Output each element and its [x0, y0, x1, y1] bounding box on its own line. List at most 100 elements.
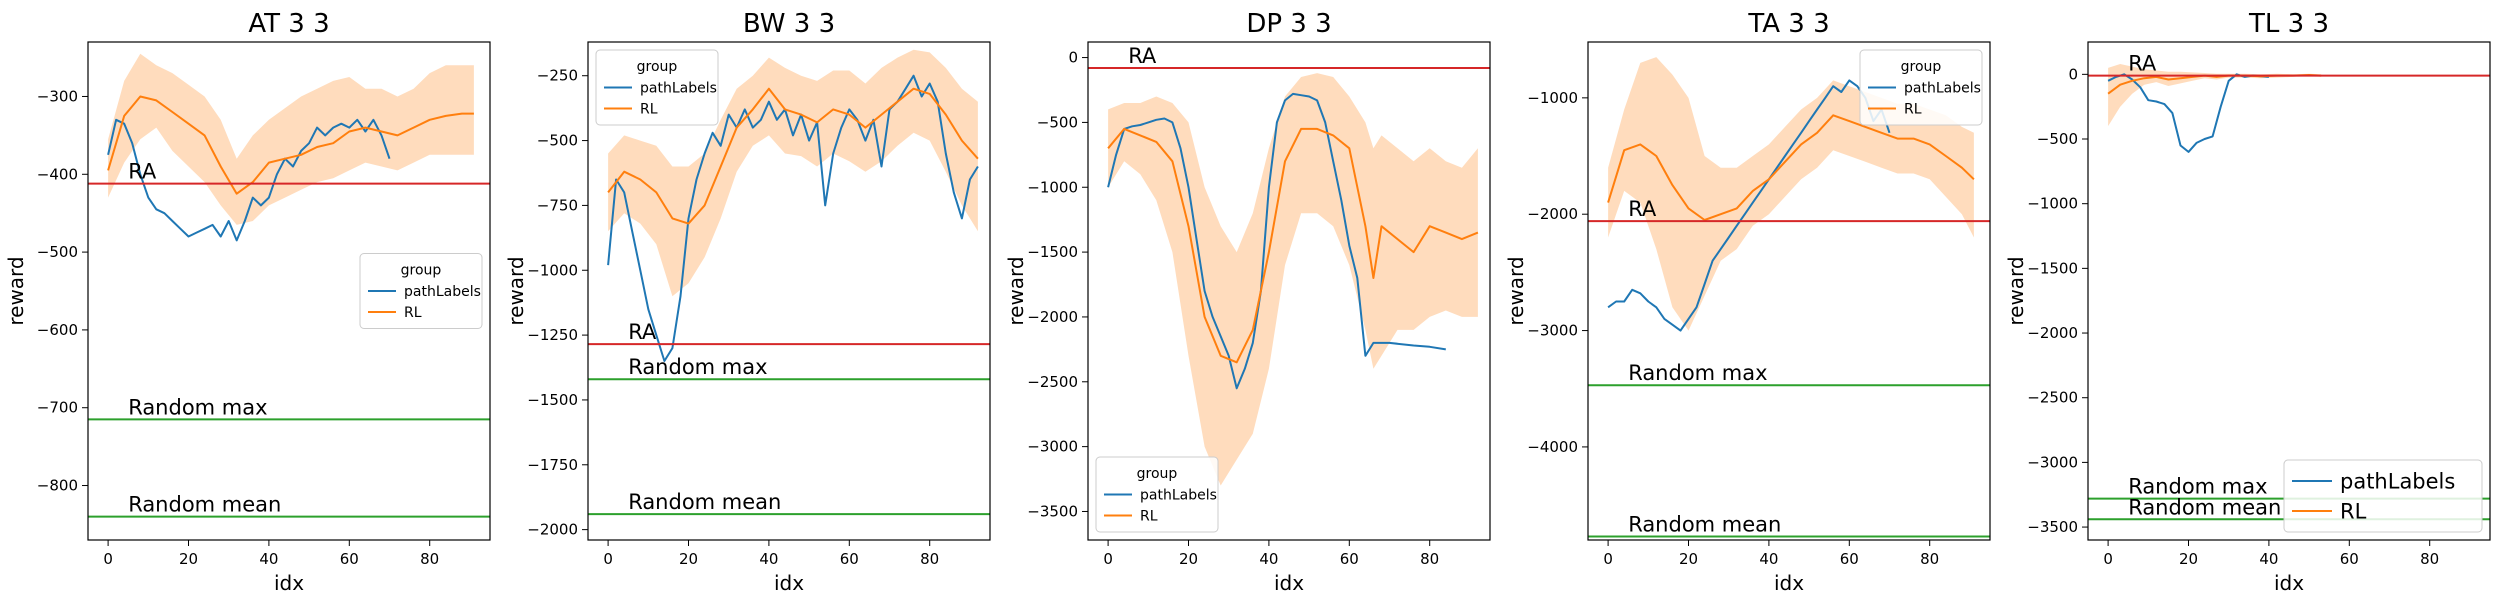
hline-label-random-max: Random max — [128, 395, 267, 419]
y-tick-label: −600 — [37, 321, 78, 339]
x-tick-label: 20 — [1179, 550, 1198, 568]
subplot-1: RA Random max Random mean 0 20 40 60 80 −800 −700… — [4, 9, 491, 595]
x-axis-label: idx — [2274, 571, 2304, 595]
x-tick-label: 60 — [2340, 550, 2359, 568]
y-axis-label: reward — [1504, 256, 1528, 325]
x-axis-label: idx — [274, 571, 304, 595]
y-tick-label: −300 — [37, 87, 78, 105]
series-line-pathlabels — [107, 118, 391, 242]
x-tick-label: 80 — [1420, 550, 1439, 568]
y-tick-label: −700 — [37, 399, 78, 417]
y-tick-label: −3000 — [2027, 453, 2078, 471]
x-tick-label: 60 — [840, 550, 859, 568]
y-tick-label: −250 — [537, 67, 578, 85]
x-tick-label: 80 — [420, 550, 439, 568]
subplot-3: RA 0 20 40 60 80 −3500 −3000 −2500 −2000 −1500 −100… — [1004, 9, 1491, 595]
chart-title: BW 3 3 — [743, 9, 835, 39]
x-tick-label: 20 — [179, 550, 198, 568]
y-tick-label: −1000 — [1527, 89, 1578, 107]
y-tick-label: −3000 — [1527, 322, 1578, 340]
x-tick-label: 80 — [2420, 550, 2439, 568]
hline-label-ra: RA — [2128, 52, 2157, 76]
rl-confidence-band — [108, 53, 474, 225]
x-tick-label: 0 — [1103, 550, 1113, 568]
legend-entry-rl: RL — [1140, 509, 1158, 525]
plot-area — [1588, 57, 1990, 538]
y-axis-label: reward — [4, 256, 28, 325]
x-tick-label: 40 — [759, 550, 778, 568]
x-tick-label: 40 — [2259, 550, 2278, 568]
y-tick-label: −1000 — [2027, 195, 2078, 213]
y-tick-label: −3000 — [1027, 438, 1078, 456]
legend-title: group — [1901, 59, 1942, 75]
legend-title: group — [1137, 466, 1178, 482]
hline-label-ra: RA — [628, 320, 657, 344]
hline-label-random-mean: Random mean — [128, 493, 281, 517]
plot-area — [588, 49, 990, 516]
hline-label-ra: RA — [1128, 44, 1157, 68]
chart-title: TL 3 3 — [2248, 9, 2329, 39]
y-tick-label: −2000 — [527, 521, 578, 539]
y-tick-label: −3500 — [2027, 518, 2078, 536]
series-line-rl — [1607, 114, 1975, 221]
y-tick-label: −2500 — [1027, 373, 1078, 391]
x-tick-label: 40 — [259, 550, 278, 568]
series-line-pathlabels — [1607, 79, 1891, 332]
x-tick-label: 60 — [340, 550, 359, 568]
legend-entry-pathlabels: pathLabels — [1140, 488, 1217, 504]
hline-label-random-mean: Random mean — [2128, 495, 2281, 519]
x-tick-label: 80 — [920, 550, 939, 568]
y-axis-label: reward — [504, 256, 528, 325]
x-tick-label: 60 — [1840, 550, 1859, 568]
y-tick-label: −800 — [37, 477, 78, 495]
plot-area — [2088, 64, 2490, 521]
y-tick-label: −2000 — [1027, 308, 1078, 326]
legend-entry-rl: RL — [404, 305, 422, 321]
rl-confidence-band — [1108, 73, 1478, 486]
y-tick-label: −500 — [537, 132, 578, 150]
y-tick-label: −1500 — [527, 391, 578, 409]
y-axis-label: reward — [2004, 256, 2028, 325]
legend-box — [359, 253, 483, 329]
y-tick-label: −3500 — [1027, 502, 1078, 520]
series-line-pathlabels — [1107, 92, 1446, 390]
x-tick-label: 0 — [603, 550, 613, 568]
legend: pathLabels RL — [2283, 459, 2483, 533]
plot-area — [1088, 66, 1490, 486]
hline-label-ra: RA — [128, 160, 157, 184]
x-tick-label: 40 — [1759, 550, 1778, 568]
y-axis-label: reward — [1004, 256, 1028, 325]
legend-entry-rl: RL — [1904, 102, 1922, 118]
y-tick-label: −1000 — [527, 261, 578, 279]
legend: group pathLabels RL — [359, 253, 483, 329]
x-tick-label: 80 — [1920, 550, 1939, 568]
axes-frame — [1087, 41, 1491, 541]
legend-box — [1859, 49, 1983, 126]
x-tick-label: 0 — [1603, 550, 1613, 568]
series-line-rl — [107, 95, 474, 195]
subplot-2: RA Random max Random mean 0 20 40 60 80 −2000 −17… — [504, 9, 991, 595]
legend-box — [595, 49, 719, 126]
legend-box — [1095, 456, 1219, 533]
x-axis-label: idx — [1774, 571, 1804, 595]
x-tick-label: 0 — [103, 550, 113, 568]
y-tick-label: −1500 — [2027, 259, 2078, 277]
y-tick-label: −400 — [37, 165, 78, 183]
legend-box — [2283, 459, 2483, 533]
y-tick-label: −500 — [2037, 130, 2078, 148]
y-tick-label: −1000 — [1027, 178, 1078, 196]
hline-label-random-max: Random max — [628, 355, 767, 379]
y-tick-label: 0 — [2068, 65, 2078, 83]
legend-entry-rl: RL — [640, 102, 658, 118]
y-tick-label: −500 — [37, 243, 78, 261]
hline-label-random-max: Random max — [2128, 475, 2267, 499]
axes-frame — [2087, 41, 2491, 541]
x-tick-label: 20 — [1679, 550, 1698, 568]
series-line-rl — [607, 87, 979, 225]
plot-area — [88, 53, 490, 518]
hline-label-random-max: Random max — [1628, 361, 1767, 385]
x-axis-label: idx — [774, 571, 804, 595]
hline-label-random-mean: Random mean — [1628, 513, 1781, 537]
